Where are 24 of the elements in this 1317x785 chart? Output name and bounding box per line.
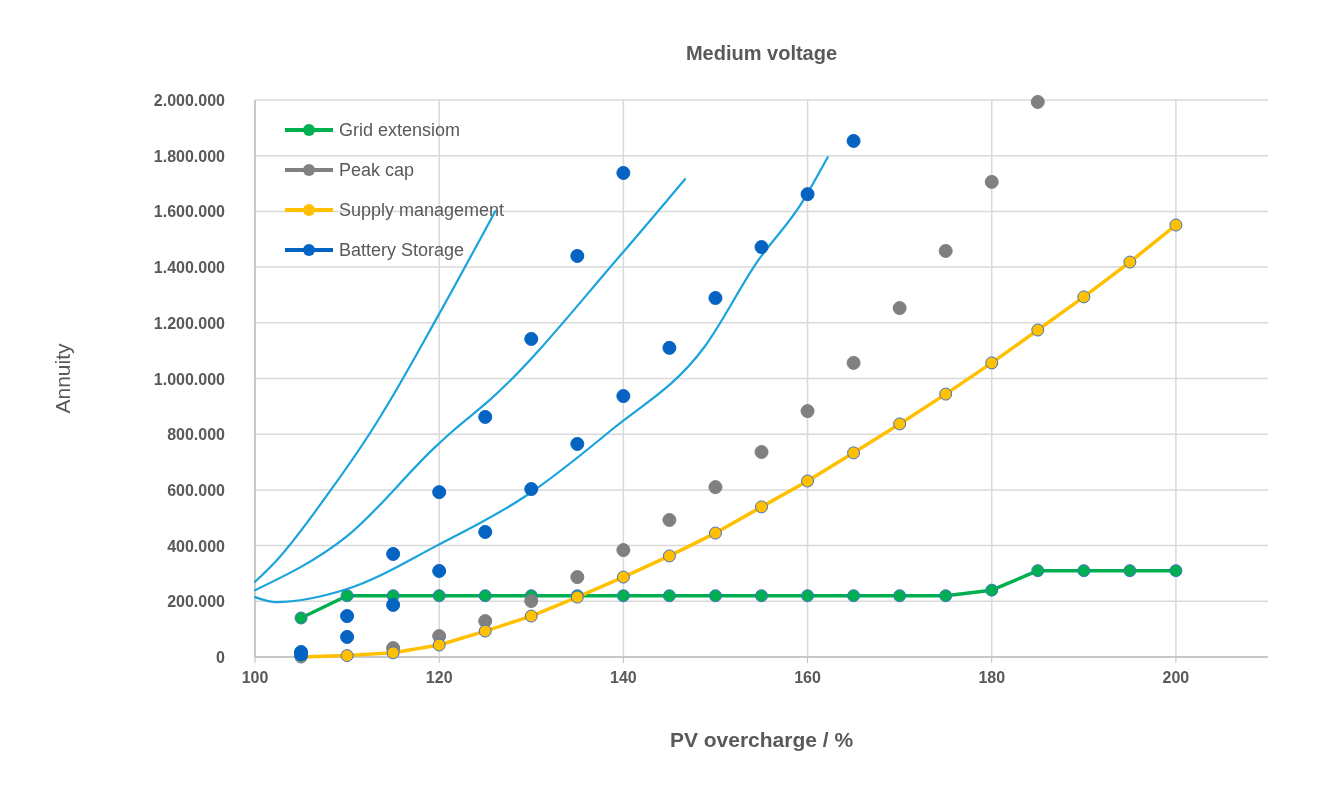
y-tick-label: 800.000: [167, 426, 226, 444]
x-tick-label: 120: [425, 669, 453, 686]
y-tick-label: 1.000.000: [153, 370, 226, 388]
x-tick-label: 160: [794, 669, 821, 686]
legend-label: Battery Storage: [339, 240, 465, 260]
legend-label: Grid extensiom: [339, 120, 461, 140]
y-tick-label: 2.000.000: [153, 92, 226, 109]
y-tick-label: 1.400.000: [153, 259, 226, 277]
x-tick-label: 100: [241, 669, 269, 686]
x-axis-title: PV overcharge / %: [669, 728, 854, 751]
x-tick-label: 140: [610, 669, 637, 686]
y-tick-label: 1.600.000: [153, 203, 226, 221]
y-tick-label: 200.000: [167, 593, 226, 611]
y-tick-label: 400.000: [167, 537, 226, 555]
y-tick-label: 0: [216, 649, 226, 666]
legend-label: Peak cap: [339, 160, 415, 180]
y-tick-label: 1.800.000: [153, 147, 226, 165]
chart-title: Medium voltage: [685, 42, 838, 64]
y-tick-label: 600.000: [167, 481, 226, 499]
x-tick-label: 200: [1162, 669, 1190, 686]
x-tick-label: 180: [978, 669, 1006, 686]
y-tick-label: 1.200.000: [153, 314, 226, 332]
legend-label: Supply management: [339, 200, 505, 220]
y-axis-title: Annuity: [51, 342, 74, 414]
